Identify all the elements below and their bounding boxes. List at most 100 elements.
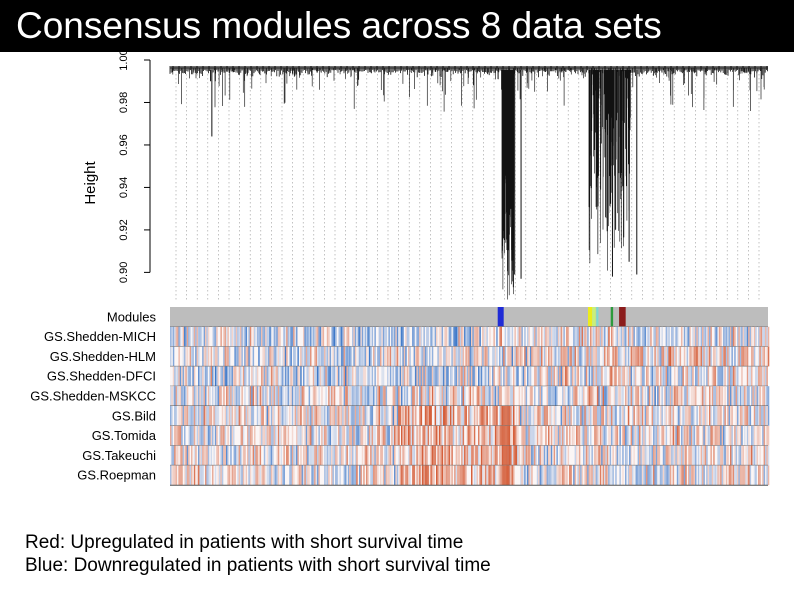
heatmap-cell — [703, 346, 705, 367]
heatmap-cell — [230, 445, 232, 466]
heatmap-cell — [485, 326, 487, 347]
heatmap-cell — [611, 425, 613, 446]
heatmap-cell — [188, 425, 190, 446]
heatmap-cell — [293, 326, 295, 347]
heatmap-cell — [259, 406, 262, 426]
heatmap-cell — [377, 346, 379, 367]
heatmap-cell — [237, 346, 239, 367]
heatmap-cell — [718, 326, 721, 347]
heatmap-cell — [689, 445, 691, 466]
heatmap-cell — [420, 465, 423, 486]
heatmap-cell — [480, 366, 483, 387]
heatmap-cell — [696, 366, 698, 387]
heatmap-cell — [570, 366, 572, 387]
heatmap-cell — [753, 445, 756, 466]
heatmap-cell — [521, 425, 523, 446]
heatmap-cell — [354, 346, 357, 367]
heatmap-cell — [762, 326, 764, 347]
heatmap-cell — [763, 386, 766, 406]
heatmap-cell — [685, 386, 687, 406]
heatmap-cell — [319, 366, 322, 387]
heatmap-cell — [518, 326, 521, 347]
heatmap-cell — [443, 465, 445, 486]
heatmap-cell — [529, 445, 532, 466]
heatmap-cell — [205, 445, 207, 466]
heatmap-row-labels: ModulesGS.Shedden-MICHGS.Shedden-HLMGS.S… — [30, 309, 156, 482]
heatmap-cell — [762, 386, 764, 406]
heatmap-cell — [333, 346, 336, 367]
heatmap-cell — [612, 326, 614, 347]
heatmap-cell — [227, 326, 229, 347]
heatmap-cell — [203, 445, 206, 466]
heatmap-cell — [681, 465, 683, 486]
heatmap-cell — [483, 445, 486, 466]
heatmap-cell — [767, 346, 770, 367]
heatmap-cell — [580, 406, 582, 426]
heatmap-cell — [268, 326, 270, 347]
heatmap-cell — [739, 406, 742, 426]
heatmap-cell — [392, 326, 395, 347]
heatmap-cell — [703, 406, 705, 426]
heatmap-cell — [749, 445, 752, 466]
heatmap-cell — [361, 425, 364, 446]
heatmap-cell — [266, 425, 269, 446]
heatmap-cell — [473, 445, 476, 466]
heatmap-cell — [290, 445, 292, 466]
heatmap-cell — [622, 445, 624, 466]
heatmap-cell — [212, 425, 214, 446]
heatmap-cell — [237, 445, 239, 466]
heatmap-cell — [742, 406, 745, 426]
heatmap-cell — [223, 386, 225, 406]
heatmap-cell — [424, 425, 427, 446]
heatmap-cell — [364, 386, 367, 406]
heatmap-cell — [291, 366, 294, 387]
heatmap-cell — [734, 445, 736, 466]
heatmap-cell — [396, 386, 399, 406]
heatmap-cell — [205, 366, 207, 387]
heatmap-cell — [240, 366, 242, 387]
heatmap-cell — [452, 326, 455, 347]
heatmap-cell — [343, 425, 346, 446]
heatmap-cell — [182, 445, 185, 466]
heatmap-cell — [227, 465, 229, 486]
heatmap-cell — [531, 386, 533, 406]
heatmap-cell — [510, 425, 512, 446]
heatmap-cell — [415, 386, 417, 406]
heatmap-cell — [381, 406, 383, 426]
heatmap-cell — [720, 406, 722, 426]
heatmap-cell — [471, 406, 473, 426]
heatmap-cell — [207, 326, 210, 347]
heatmap-cell — [434, 406, 437, 426]
heatmap-cell — [634, 386, 637, 406]
heatmap-cell — [220, 366, 222, 387]
heatmap-cell — [395, 406, 397, 426]
heatmap-cell — [220, 386, 222, 406]
heatmap-cell — [189, 406, 192, 426]
heatmap-cell — [437, 465, 439, 486]
heatmap-cell — [199, 366, 201, 387]
heatmap-cell — [615, 406, 617, 426]
heatmap-cell — [338, 406, 340, 426]
heatmap-cell — [321, 386, 323, 406]
heatmap-cell — [223, 366, 225, 387]
heatmap-cell — [371, 445, 374, 466]
heatmap-cell — [214, 406, 217, 426]
heatmap-cell — [707, 326, 710, 347]
heatmap-cell — [422, 346, 424, 367]
heatmap-cell — [478, 366, 480, 387]
heatmap-cell — [185, 406, 187, 426]
heatmap-cell — [276, 366, 278, 387]
heatmap-cell — [175, 406, 178, 426]
heatmap-cell — [315, 346, 318, 367]
heatmap-cell — [450, 366, 452, 387]
heatmap-cell — [343, 406, 346, 426]
heatmap-cell — [601, 406, 603, 426]
heatmap-cell — [508, 346, 511, 367]
heatmap-cell — [522, 406, 525, 426]
heatmap-cell — [758, 386, 760, 406]
heatmap-cell — [550, 465, 553, 486]
heatmap-cell — [703, 326, 705, 347]
heatmap-cell — [234, 406, 236, 426]
heatmap-cell — [469, 326, 472, 347]
heatmap-cell — [671, 346, 673, 367]
